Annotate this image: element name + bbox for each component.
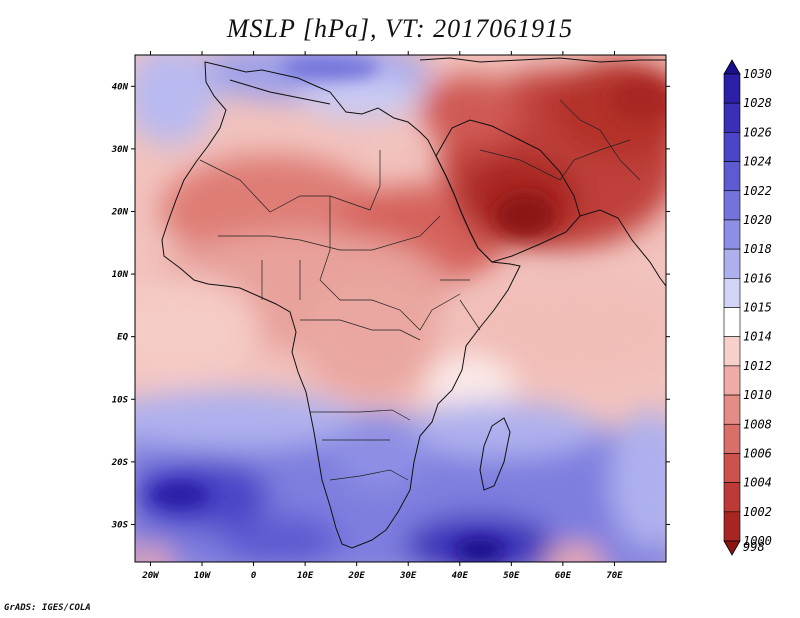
colorbar-label: 1020: [743, 213, 772, 227]
colorbar-swatch: [723, 219, 741, 250]
colorbar-swatch: [723, 132, 741, 162]
colorbar-label: 1010: [743, 388, 772, 402]
country-borders: [199, 99, 641, 481]
lat-label: 20N: [111, 207, 129, 217]
colorbar-swatch: [723, 161, 741, 192]
colorbar-label: 1028: [743, 96, 772, 110]
lat-label: 10S: [112, 395, 129, 405]
colorbar-label: 1006: [743, 446, 772, 460]
colorbar-label: 1030: [743, 67, 772, 81]
colorbar-label: 1004: [743, 476, 772, 490]
colorbar-label: 998: [743, 540, 765, 554]
colorbar-label: 1008: [743, 417, 772, 431]
colorbar-swatch: [723, 336, 741, 367]
lon-label: 20W: [141, 571, 160, 581]
lat-label: 40N: [112, 82, 129, 92]
colorbar-label: 1018: [743, 242, 772, 256]
lon-label: 40E: [452, 571, 469, 581]
latitude-axis: 40N 30N 20N 10N EQ 10S 20S 30S: [111, 82, 670, 530]
colorbar-label: 1014: [743, 330, 772, 344]
colorbar-swatch: [723, 278, 741, 308]
colorbar-label: 1015: [743, 301, 772, 315]
lat-label: 30S: [111, 520, 129, 530]
lon-label: 10W: [194, 571, 212, 581]
colorbar-label: 1002: [743, 505, 772, 519]
lon-label: 60E: [555, 571, 572, 581]
lon-label: 0: [251, 571, 257, 581]
colorbar-label: 1026: [743, 125, 772, 139]
lon-label: 50E: [503, 571, 520, 581]
colorbar-swatch: [723, 248, 741, 279]
pressure-field: [135, 55, 666, 562]
lon-label: 30E: [399, 571, 417, 581]
colorbar-top-triangle: [723, 59, 741, 75]
longitude-axis: 20W 10W 0 10E 20E 30E 40E 50E 60E 70E: [141, 51, 623, 581]
colorbar-label: 1012: [743, 359, 772, 373]
lon-label: 20E: [348, 571, 366, 581]
colorbar-swatch: [723, 102, 741, 133]
lat-label: 30N: [111, 145, 129, 155]
coastlines: [161, 57, 666, 549]
colorbar-swatch: [723, 453, 741, 483]
colorbar-label: 1016: [743, 271, 772, 285]
colorbar-label: 1024: [743, 155, 772, 169]
colorbar-swatch: [723, 423, 741, 454]
lon-label: 70E: [606, 571, 623, 581]
lon-label: 10E: [297, 571, 314, 581]
colorbar-swatch: [723, 482, 741, 513]
lat-label: 20S: [111, 458, 129, 468]
colorbar-swatch: [723, 307, 741, 337]
colorbar-label: 1000: [743, 534, 772, 548]
colorbar-swatch: [723, 190, 741, 221]
colorbar-swatch: [723, 394, 741, 425]
colorbar-swatch: [723, 511, 741, 542]
colorbar-swatch: [723, 365, 741, 396]
lat-label: EQ: [117, 333, 128, 343]
colorbar-label: 1022: [743, 184, 772, 198]
colorbar-swatch: [723, 73, 741, 104]
lat-label: 10N: [112, 270, 129, 280]
credit-text: GrADS: IGES/COLA: [4, 603, 91, 613]
colorbar-bottom-triangle: [723, 540, 741, 556]
plot-frame: [134, 54, 667, 563]
map-title: MSLP [hPa], VT: 2017061915: [226, 14, 574, 43]
colorbar: 1030 1028 1026 1024 1022 1020 1018 1016 1015 1014…: [723, 59, 772, 556]
